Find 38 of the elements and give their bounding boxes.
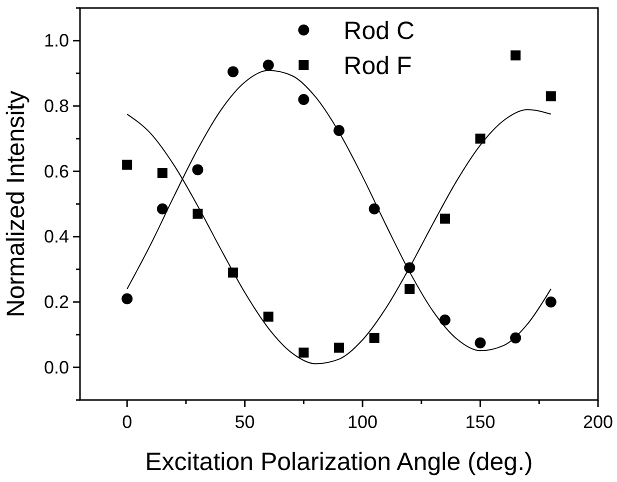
point [262, 60, 274, 71]
point [298, 94, 310, 105]
point [510, 50, 521, 60]
point [228, 66, 239, 78]
x-tick-label: 0 [122, 412, 132, 432]
y-tick-label: 0.2 [44, 292, 69, 312]
point [369, 332, 380, 343]
point [439, 314, 450, 326]
point [474, 337, 486, 348]
point [545, 296, 556, 308]
point [368, 203, 380, 214]
point [157, 168, 168, 178]
legend-label: Rod F [344, 52, 412, 80]
point [298, 348, 309, 358]
point [156, 203, 168, 214]
point [440, 214, 450, 224]
x-axis-title: Excitation Polarization Angle (deg.) [145, 448, 533, 476]
point [510, 332, 522, 344]
x-tick-label: 150 [465, 412, 496, 432]
point [192, 164, 204, 176]
point [122, 293, 133, 304]
point [546, 91, 556, 102]
point [475, 134, 486, 144]
point [192, 208, 203, 219]
point [334, 342, 344, 353]
x-tick-label: 100 [348, 412, 378, 432]
y-tick-label: 0.4 [44, 226, 69, 247]
y-tick-label: 1.0 [44, 30, 69, 51]
y-tick-label: 0.0 [44, 357, 69, 378]
y-axis-title: Normalized Intensity [2, 90, 30, 318]
x-tick-label: 200 [582, 412, 614, 432]
point [263, 312, 274, 322]
point [404, 284, 415, 294]
point [122, 160, 132, 170]
legend-label: Rod C [344, 17, 415, 45]
x-tick-label: 50 [234, 412, 255, 432]
y-tick-label: 0.6 [44, 161, 69, 182]
y-tick-label: 0.8 [44, 96, 69, 116]
